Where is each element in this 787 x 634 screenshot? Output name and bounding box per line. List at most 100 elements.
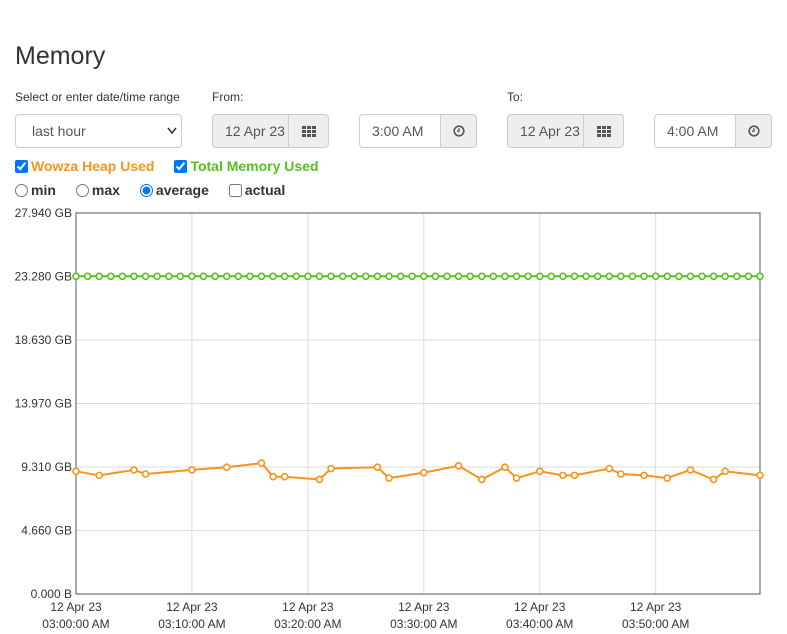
to-date-input[interactable]: 12 Apr 23 xyxy=(507,114,583,148)
y-tick-label: 27.940 GB xyxy=(15,206,72,220)
total-memory-used-point xyxy=(675,272,683,281)
min-radio[interactable] xyxy=(15,183,28,197)
to-time-input[interactable]: 4:00 AM xyxy=(654,114,735,148)
x-tick-time: 03:10:00 AM xyxy=(158,617,225,631)
mode-average[interactable]: average xyxy=(139,182,209,198)
total-memory-used-point xyxy=(176,272,185,281)
wowza-heap-checkbox[interactable] xyxy=(15,159,28,173)
total-memory-used-point xyxy=(443,272,451,281)
total-memory-used-point xyxy=(222,272,231,281)
from-time-group: 3:00 AM xyxy=(359,114,477,148)
to-clock-button[interactable] xyxy=(735,114,772,148)
wowza-heap-used-point xyxy=(605,464,614,473)
total-memory-used-point xyxy=(524,272,532,281)
wowza-heap-used-point xyxy=(280,472,289,481)
from-time-input[interactable]: 3:00 AM xyxy=(359,114,440,148)
total-memory-label: Total Memory Used xyxy=(190,158,319,174)
total-memory-used-point xyxy=(257,272,266,281)
total-memory-used-point xyxy=(141,272,150,281)
to-calendar-button[interactable] xyxy=(583,114,624,148)
total-memory-used-point xyxy=(95,272,103,281)
wowza-heap-used-point xyxy=(373,463,382,471)
page-title: Memory xyxy=(15,42,106,70)
total-memory-used-point xyxy=(501,272,509,281)
average-label: average xyxy=(155,182,209,198)
range-label: Select or enter date/time range xyxy=(15,90,180,104)
x-tick-date: 12 Apr 23 xyxy=(398,600,450,614)
chevron-down-icon xyxy=(167,127,177,135)
total-memory-used-point xyxy=(130,272,138,281)
mode-min[interactable]: min xyxy=(15,182,56,198)
total-memory-used-point xyxy=(153,272,161,281)
total-memory-used-point xyxy=(628,272,637,281)
wowza-heap-used-line xyxy=(75,462,761,481)
to-time-group: 4:00 AM xyxy=(654,114,772,148)
wowza-heap-used-point xyxy=(559,471,567,480)
from-date-group: 12 Apr 23 xyxy=(212,114,329,148)
wowza-heap-used-point xyxy=(95,471,103,480)
from-label: From: xyxy=(212,90,244,104)
actual-checkbox[interactable] xyxy=(228,183,242,197)
clock-icon xyxy=(747,125,760,137)
total-memory-used-point xyxy=(663,272,672,281)
toggle-wowza-heap[interactable]: Wowza Heap Used xyxy=(15,158,154,174)
total-memory-used-point xyxy=(489,272,498,281)
calendar-grid-icon xyxy=(301,125,316,137)
wowza-heap-used-point xyxy=(721,467,730,476)
total-memory-used-point xyxy=(744,272,753,281)
x-tick-date: 12 Apr 23 xyxy=(514,600,566,614)
total-memory-used-point xyxy=(246,272,254,281)
total-memory-used-point xyxy=(350,272,359,281)
total-memory-used-point xyxy=(535,272,544,281)
x-tick-date: 12 Apr 23 xyxy=(282,600,334,614)
x-tick-date: 12 Apr 23 xyxy=(630,600,682,614)
max-label: max xyxy=(91,182,120,198)
average-radio[interactable] xyxy=(139,183,153,197)
wowza-heap-used-point xyxy=(130,466,138,474)
total-memory-used-point xyxy=(466,272,474,281)
from-date-input[interactable]: 12 Apr 23 xyxy=(212,114,288,148)
mode-max[interactable]: max xyxy=(75,182,120,198)
total-memory-used-point xyxy=(72,272,80,281)
wowza-heap-used-point xyxy=(315,475,324,484)
wowza-heap-used-point xyxy=(640,471,648,480)
wowza-heap-used-point xyxy=(454,462,463,470)
total-memory-used-point xyxy=(477,272,486,281)
mode-actual[interactable]: actual xyxy=(228,182,285,198)
total-memory-used-point xyxy=(292,272,301,281)
total-memory-used-point xyxy=(164,272,173,281)
total-memory-used-point xyxy=(373,272,382,281)
min-label: min xyxy=(31,182,56,198)
total-memory-used-point xyxy=(698,272,706,281)
wowza-heap-used-point xyxy=(327,464,335,473)
plot-border xyxy=(75,212,761,595)
range-select-value: last hour xyxy=(32,123,86,139)
from-calendar-button[interactable] xyxy=(288,114,329,148)
total-memory-used-point xyxy=(211,272,219,281)
max-radio[interactable] xyxy=(75,183,89,197)
y-tick-label: 4.660 GB xyxy=(21,524,72,538)
wowza-heap-used-point xyxy=(188,466,196,474)
range-select[interactable]: last hour xyxy=(15,114,182,148)
wowza-heap-used-point xyxy=(385,474,393,482)
total-memory-used-point xyxy=(686,272,695,281)
total-memory-used-point xyxy=(188,272,196,281)
total-memory-used-point xyxy=(338,272,347,281)
total-memory-checkbox[interactable] xyxy=(174,159,188,173)
total-memory-used-point xyxy=(106,272,115,281)
total-memory-used-point xyxy=(396,272,405,281)
mode-options: min max average actual xyxy=(15,182,285,198)
wowza-heap-used-point xyxy=(72,467,80,476)
total-memory-used-point xyxy=(419,272,428,281)
toggle-total-memory[interactable]: Total Memory Used xyxy=(174,158,319,174)
total-memory-used-point xyxy=(593,272,602,281)
y-tick-label: 23.280 GB xyxy=(15,270,72,284)
total-memory-used-point xyxy=(454,272,463,281)
total-memory-used-point xyxy=(431,272,440,281)
from-clock-button[interactable] xyxy=(440,114,477,148)
total-memory-used-point xyxy=(640,272,648,281)
total-memory-used-point xyxy=(385,272,393,281)
total-memory-used-point xyxy=(269,272,277,281)
total-memory-used-point xyxy=(617,272,625,281)
